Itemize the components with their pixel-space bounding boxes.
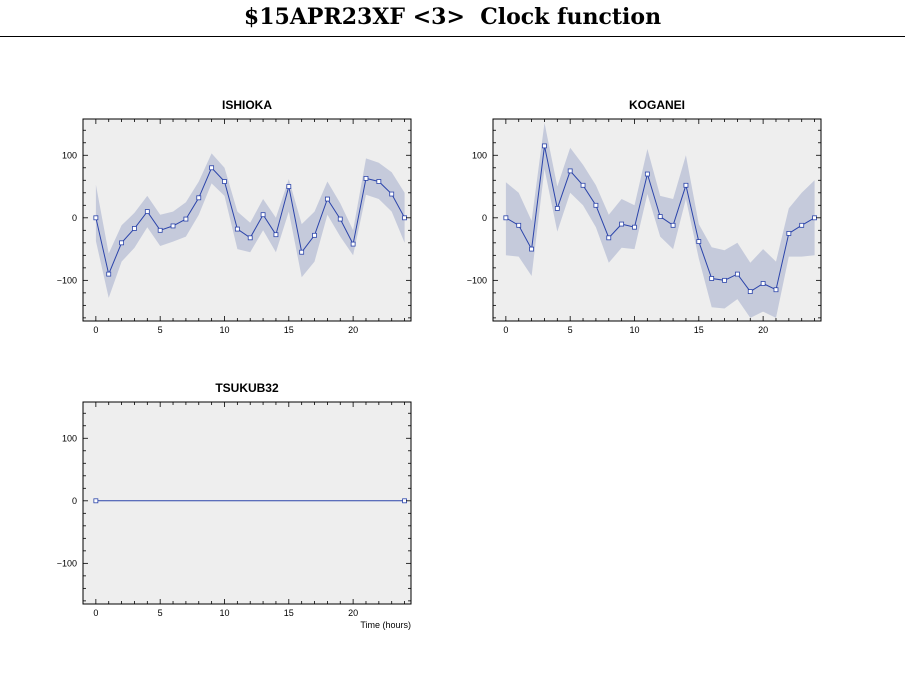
data-point (402, 498, 407, 504)
data-point (644, 171, 650, 177)
x-tick-label: 20 (348, 608, 358, 618)
data-point (157, 227, 163, 233)
x-tick-label: 5 (158, 325, 163, 335)
data-point (312, 232, 317, 238)
data-point (247, 235, 253, 241)
data-point (337, 216, 343, 222)
data-point (402, 215, 407, 221)
data-point (760, 281, 766, 286)
data-point (273, 232, 279, 238)
chart-panel-koganei: KOGANEI 0 5 10 15 20 100 0 −100 (467, 98, 822, 335)
data-point (222, 179, 227, 184)
plot-background (83, 402, 411, 604)
error-band (95, 153, 405, 298)
data-point (286, 184, 292, 189)
data-point (106, 271, 112, 277)
plot-frame (492, 118, 822, 322)
data-point (350, 241, 356, 247)
x-axis-label: Time (hours) (360, 620, 411, 630)
data-point (376, 179, 382, 184)
data-point (170, 223, 176, 229)
data-point (119, 240, 124, 246)
data-point (260, 212, 266, 218)
data-point (209, 165, 215, 171)
y-tick-label: −100 (57, 558, 77, 568)
data-point (747, 289, 753, 295)
data-point (132, 226, 137, 231)
x-tick-label: 15 (284, 608, 294, 618)
data-point (234, 226, 240, 232)
data-point (389, 191, 395, 197)
data-point (363, 176, 369, 181)
data-point (799, 222, 805, 228)
data-point (93, 498, 99, 504)
data-point (299, 249, 305, 255)
data-point (93, 215, 99, 221)
y-tick-label: 0 (72, 213, 77, 223)
data-point (812, 215, 817, 221)
data-point (606, 235, 612, 241)
data-point (529, 246, 534, 252)
data-point (657, 214, 663, 219)
data-point (567, 168, 573, 174)
data-point (619, 221, 625, 227)
plot-frame (82, 118, 412, 322)
data-point (503, 215, 509, 221)
data-point (554, 206, 560, 211)
data-point (773, 287, 779, 293)
data-point (516, 222, 522, 228)
error-band (505, 122, 815, 318)
data-point (696, 239, 702, 244)
y-tick-label: 100 (62, 150, 77, 160)
page-title: $15APR23XF <3> Clock function (243, 4, 662, 30)
data-point (786, 231, 792, 236)
x-tick-label: 10 (219, 608, 229, 618)
data-point (632, 224, 637, 230)
x-tick-label: 20 (758, 325, 768, 335)
data-point (144, 209, 150, 214)
x-tick-label: 15 (694, 325, 704, 335)
data-point (593, 202, 599, 208)
y-tick-label: 0 (72, 496, 77, 506)
x-tick-label: 5 (158, 608, 163, 618)
x-tick-label: 10 (629, 325, 639, 335)
title-divider (0, 36, 905, 37)
panel-title: ISHIOKA (222, 98, 272, 112)
panel-title: TSUKUB32 (215, 381, 279, 395)
data-point (683, 182, 689, 188)
x-tick-label: 0 (93, 325, 98, 335)
y-tick-label: −100 (57, 275, 77, 285)
x-tick-label: 0 (93, 608, 98, 618)
data-point (324, 196, 330, 202)
plot-frame (82, 401, 412, 605)
data-point (580, 182, 586, 188)
data-point (542, 143, 547, 149)
x-tick-label: 5 (568, 325, 573, 335)
panel-title: KOGANEI (629, 98, 685, 112)
data-point (196, 195, 202, 201)
data-point (709, 276, 715, 281)
data-point (183, 216, 189, 222)
data-point (722, 277, 727, 283)
x-tick-label: 0 (503, 325, 508, 335)
data-point (670, 222, 676, 228)
x-tick-label: 15 (284, 325, 294, 335)
y-tick-label: 0 (482, 213, 487, 223)
data-point (734, 271, 740, 277)
y-tick-label: 100 (62, 433, 77, 443)
chart-panel-ishioka: ISHIOKA 0 5 10 15 20 100 0 −100 (57, 98, 412, 335)
chart-panel-tsukub32: TSUKUB32 0 5 10 15 20 100 0 −100 Time (hours) (57, 381, 412, 630)
y-tick-label: 100 (472, 150, 487, 160)
x-tick-label: 20 (348, 325, 358, 335)
x-tick-label: 10 (219, 325, 229, 335)
y-tick-label: −100 (467, 275, 487, 285)
